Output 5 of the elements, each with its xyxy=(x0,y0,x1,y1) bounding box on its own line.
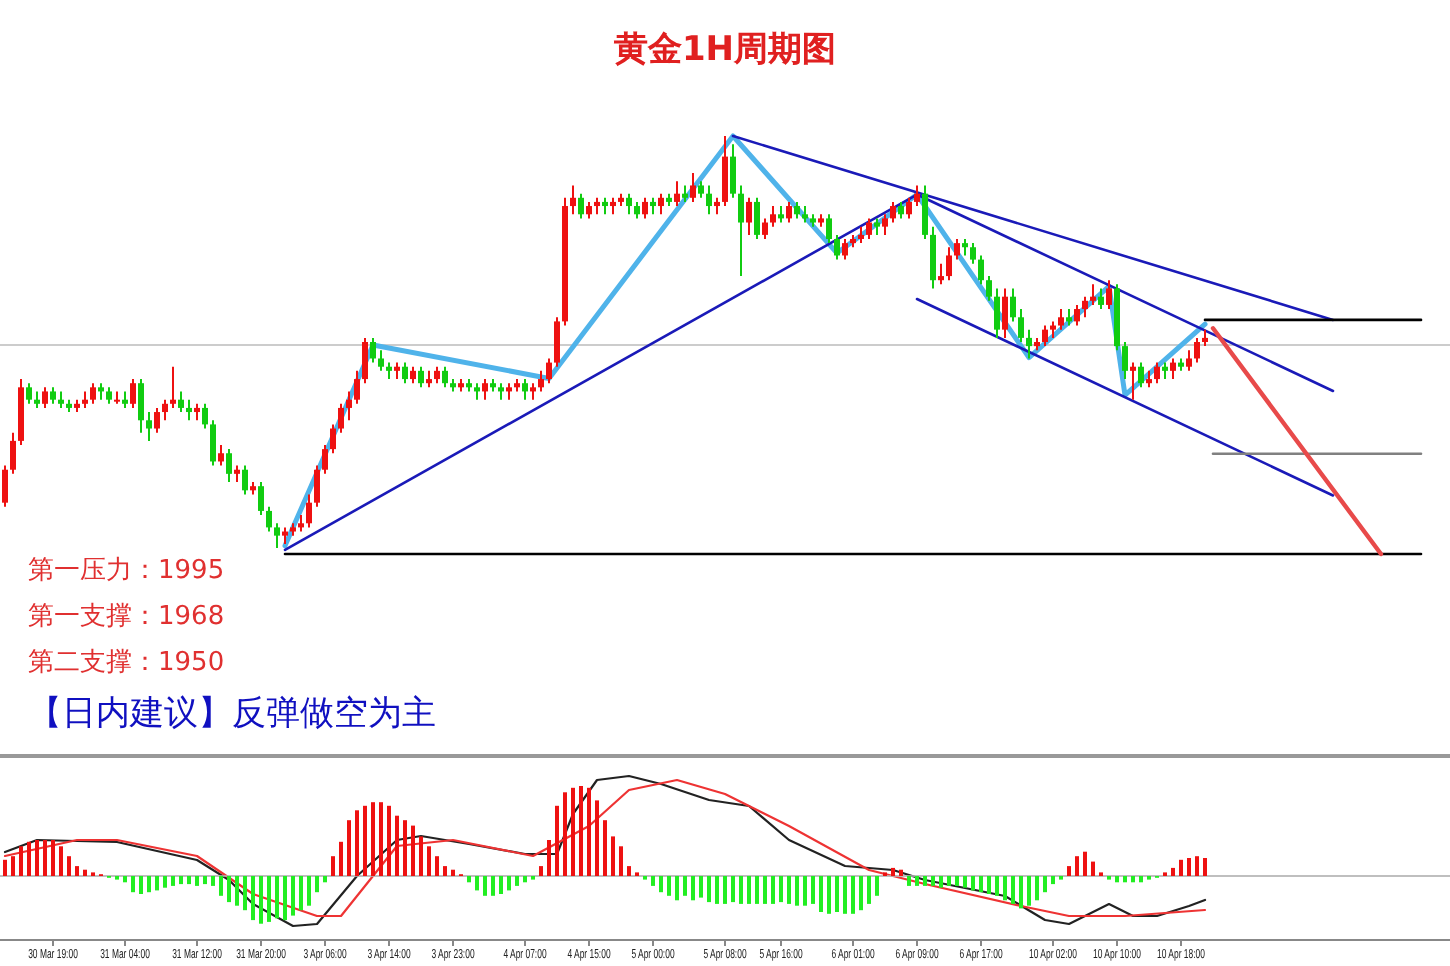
text: 第二支撑：1950 xyxy=(28,648,225,678)
chart-title: 黄金1H周期图 xyxy=(611,30,837,70)
text: 第一压力：1995 xyxy=(28,556,225,586)
text: 【日内建议】反弹做空为主 xyxy=(28,694,436,734)
text: 第一支撑：1968 xyxy=(28,602,225,632)
